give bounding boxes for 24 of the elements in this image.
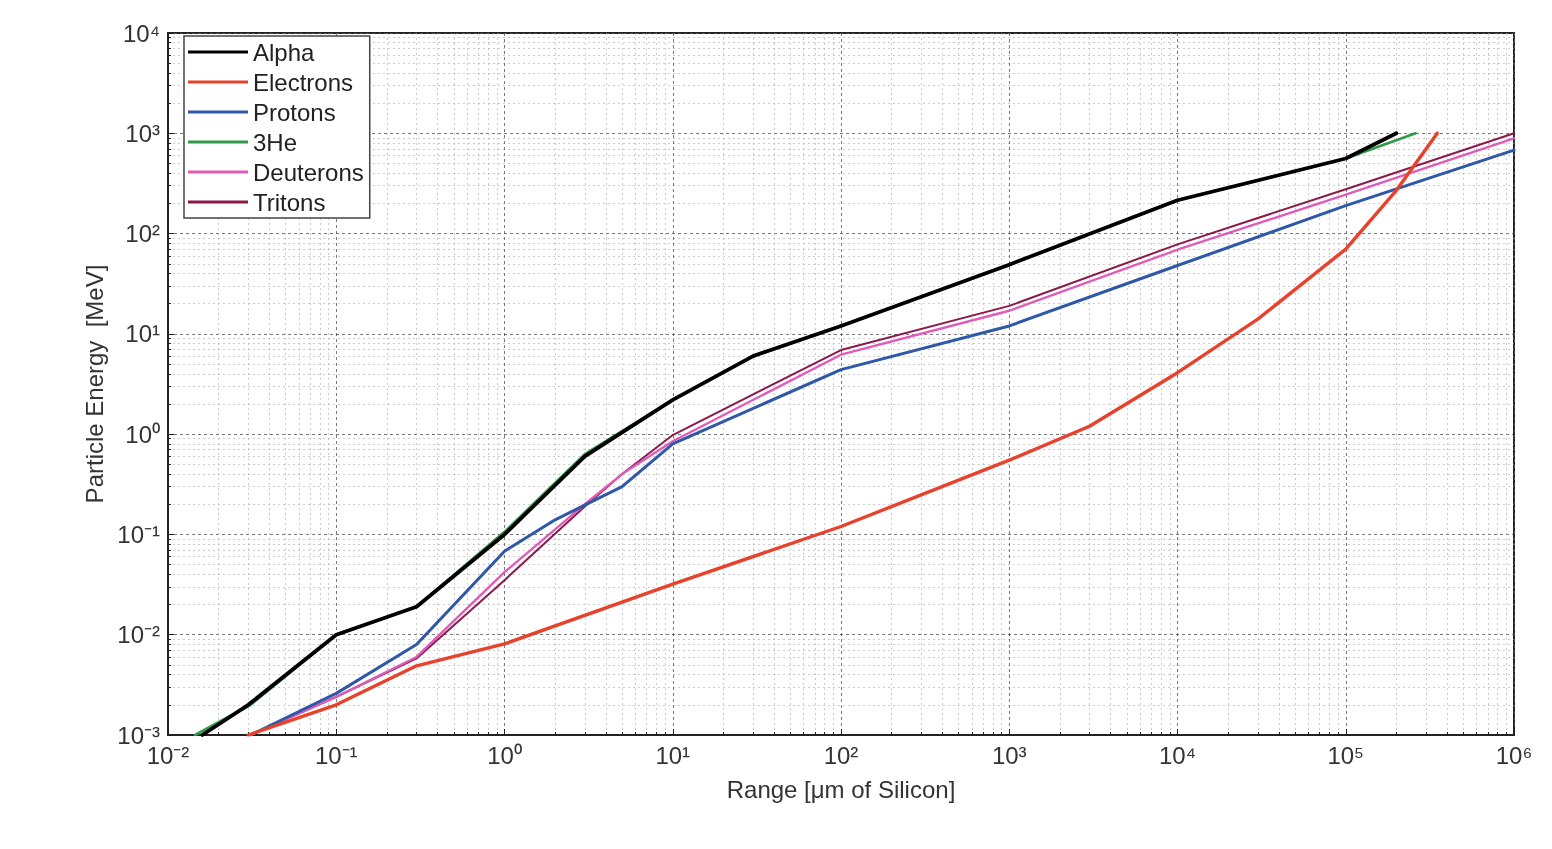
legend-label: Electrons [253, 68, 354, 96]
y-tick-label: 10³ [125, 119, 161, 147]
y-tick-label: 10¹ [125, 320, 161, 348]
legend-label: 3He [253, 128, 298, 156]
x-axis-title: Range [μm of Silicon] [726, 775, 956, 803]
y-tick-label: 10⁻² [117, 621, 161, 649]
legend-label: Protons [253, 98, 336, 126]
y-axis-title: Particle Energy [MeV] [80, 264, 108, 504]
x-tick-label: 10⁵ [1327, 741, 1365, 769]
x-tick-label: 10⁴ [1158, 741, 1197, 769]
y-tick-label: 10² [125, 220, 161, 248]
legend-label: Deuterons [253, 158, 364, 186]
x-tick-label: 10⁰ [487, 741, 522, 769]
x-tick-label: 10⁻¹ [314, 741, 358, 769]
y-tick-label: 10⁻¹ [117, 520, 161, 548]
x-tick-label: 10¹ [655, 741, 691, 769]
x-tick-label: 10² [823, 741, 859, 769]
y-tick-label: 10⁰ [125, 420, 160, 448]
x-tick-label: 10⁶ [1495, 741, 1533, 769]
legend-label: Tritons [253, 188, 326, 216]
x-tick-label: 10⁻² [146, 741, 190, 769]
x-tick-label: 10³ [991, 741, 1027, 769]
legend-label: Alpha [253, 38, 316, 66]
y-tick-label: 10⁴ [122, 19, 160, 47]
